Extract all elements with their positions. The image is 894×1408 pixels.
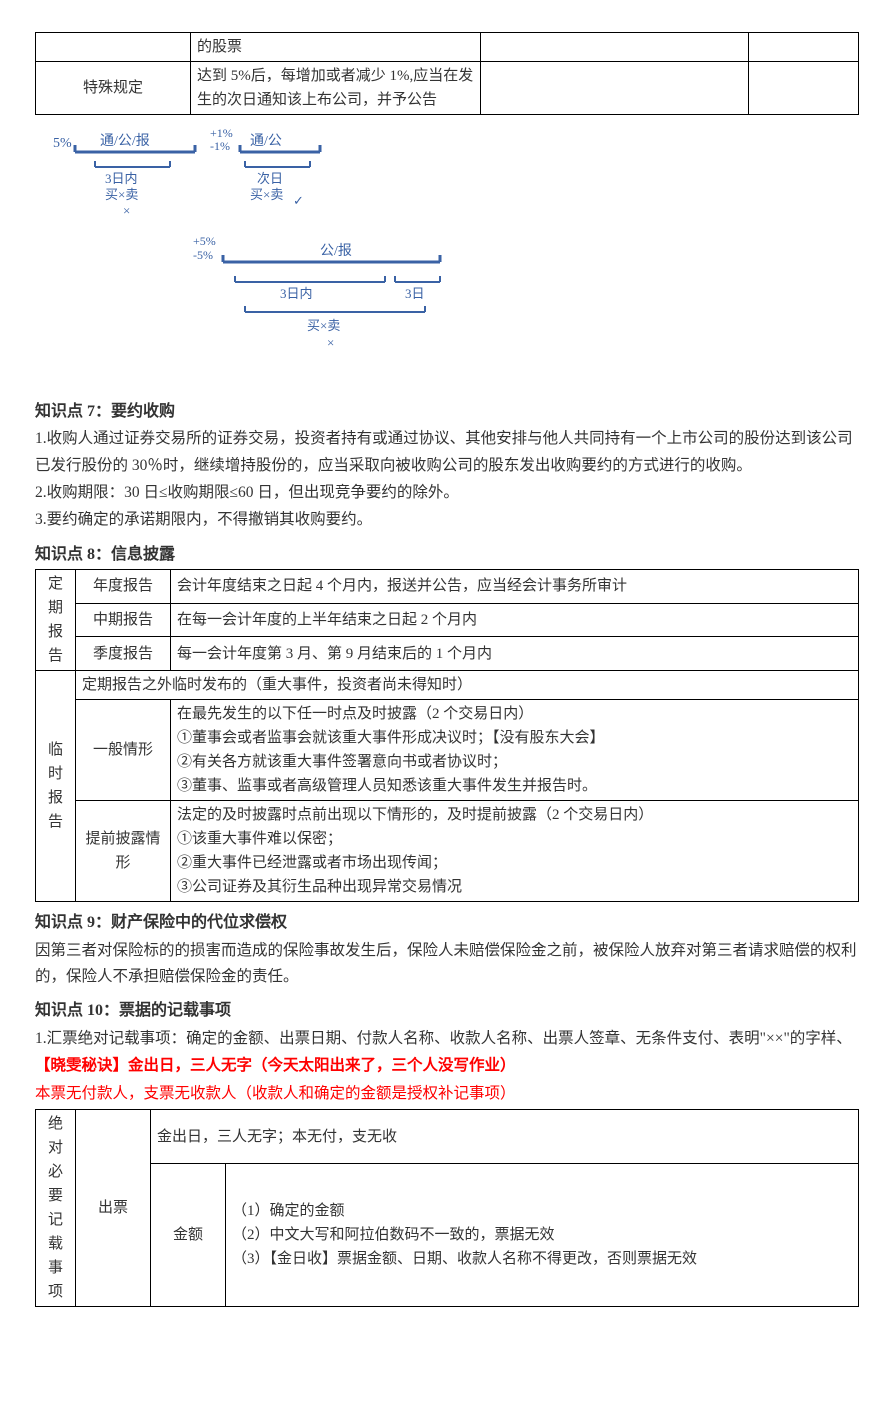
- sec7-title: 知识点 7：要约收购: [35, 399, 859, 425]
- t1-r1c3: [481, 33, 749, 62]
- s10-r1c1: 绝对必要记载事项: [36, 1110, 76, 1307]
- sec10-secret: 【晓雯秘诀】金出日，三人无字（今天太阳出来了，三个人没写作业）: [35, 1053, 859, 1079]
- s8-r6c3: 法定的及时披露时点前出现以下情形的，及时提前披露（2 个交易日内） ①该重大事件…: [171, 801, 859, 902]
- t1-r2c1: 特殊规定: [36, 62, 191, 115]
- t1-r2c2: 达到 5%后，每增加或者减少 1%,应当在发生的次日通知该上布公司，并予公告: [191, 62, 481, 115]
- svg-text:通/公/报: 通/公/报: [100, 133, 150, 149]
- s10-r2c3: 金额: [151, 1163, 226, 1306]
- sec7-p1: 1.收购人通过证券交易所的证券交易，投资者持有或通过协议、其他安排与他人共同持有…: [35, 426, 859, 479]
- sec8-title: 知识点 8：信息披露: [35, 542, 859, 568]
- table-top: 的股票 特殊规定 达到 5%后，每增加或者减少 1%,应当在发生的次日通知该上布…: [35, 32, 859, 115]
- svg-text:3日内: 3日内: [280, 286, 313, 301]
- s8-r4c3: 定期报告之外临时发布的（重大事件，投资者尚未得知时）: [76, 671, 859, 700]
- svg-text:公/报: 公/报: [320, 243, 352, 259]
- t1-r2c4: [749, 62, 859, 115]
- table-sec10: 绝对必要记载事项 出票 金出日，三人无字；本无付，支无收 金额 （1）确定的金额…: [35, 1109, 859, 1307]
- sec10-red2: 本票无付款人，支票无收款人（收款人和确定的金额是授权补记事项）: [35, 1081, 859, 1107]
- svg-text:3日内: 3日内: [105, 171, 138, 186]
- svg-text:×: ×: [327, 335, 334, 350]
- s8-r4c1: 临时报告: [36, 671, 76, 902]
- svg-text:✓: ✓: [293, 193, 304, 208]
- s10-r2c4: （1）确定的金额 （2）中文大写和阿拉伯数码不一致的，票据无效 （3）【金日收】…: [226, 1163, 859, 1306]
- svg-text:买×卖: 买×卖: [250, 187, 283, 202]
- s10-r1c3: 金出日，三人无字；本无付，支无收: [151, 1110, 859, 1164]
- svg-text:买×卖: 买×卖: [105, 187, 138, 202]
- svg-text:-1%: -1%: [210, 139, 230, 153]
- sec9-title: 知识点 9：财产保险中的代位求偿权: [35, 910, 859, 936]
- svg-text:5%: 5%: [53, 136, 72, 151]
- svg-text:次日: 次日: [257, 171, 283, 186]
- svg-text:×: ×: [123, 203, 130, 218]
- s8-r1c2: 年度报告: [76, 570, 171, 604]
- sec9-p1: 因第三者对保险标的的损害而造成的保险事故发生后，保险人未赔偿保险金之前，被保险人…: [35, 938, 859, 991]
- s8-r3c3: 每一会计年度第 3 月、第 9 月结束后的 1 个月内: [171, 637, 859, 671]
- s8-r3c2: 季度报告: [76, 637, 171, 671]
- s8-r1c3: 会计年度结束之日起 4 个月内，报送并公告，应当经会计事务所审计: [171, 570, 859, 604]
- t1-r2c3: [481, 62, 749, 115]
- s8-r6c2: 提前披露情形: [76, 801, 171, 902]
- sec10-title: 知识点 10：票据的记载事项: [35, 998, 859, 1024]
- svg-text:3日: 3日: [405, 286, 425, 301]
- svg-text:买×卖: 买×卖: [307, 318, 340, 333]
- s10-r1c2: 出票: [76, 1110, 151, 1307]
- s8-r2c2: 中期报告: [76, 603, 171, 637]
- s8-r1c1: 定期报告: [36, 570, 76, 671]
- diagram-svg: 5% 通/公/报 +1% -1% 通/公 3日内 买×卖 × 次日 买×卖 ✓ …: [45, 127, 485, 372]
- table-sec8: 定期报告 年度报告 会计年度结束之日起 4 个月内，报送并公告，应当经会计事务所…: [35, 569, 859, 902]
- sec10-p1: 1.汇票绝对记载事项：确定的金额、出票日期、付款人名称、收款人名称、出票人签章、…: [35, 1026, 859, 1052]
- s8-r2c3: 在每一会计年度的上半年结束之日起 2 个月内: [171, 603, 859, 637]
- svg-text:-5%: -5%: [193, 248, 213, 262]
- sec7-p3: 3.要约确定的承诺期限内，不得撤销其收购要约。: [35, 507, 859, 533]
- s8-r5c3: 在最先发生的以下任一时点及时披露（2 个交易日内） ①董事会或者监事会就该重大事…: [171, 700, 859, 801]
- t1-r1c1: [36, 33, 191, 62]
- diagram-flowchart: 5% 通/公/报 +1% -1% 通/公 3日内 买×卖 × 次日 买×卖 ✓ …: [35, 127, 859, 381]
- svg-text:+5%: +5%: [193, 234, 216, 248]
- s8-r5c2: 一般情形: [76, 700, 171, 801]
- svg-text:通/公: 通/公: [250, 133, 282, 149]
- t1-r1c2: 的股票: [191, 33, 481, 62]
- t1-r1c4: [749, 33, 859, 62]
- sec7-p2: 2.收购期限：30 日≤收购期限≤60 日，但出现竞争要约的除外。: [35, 480, 859, 506]
